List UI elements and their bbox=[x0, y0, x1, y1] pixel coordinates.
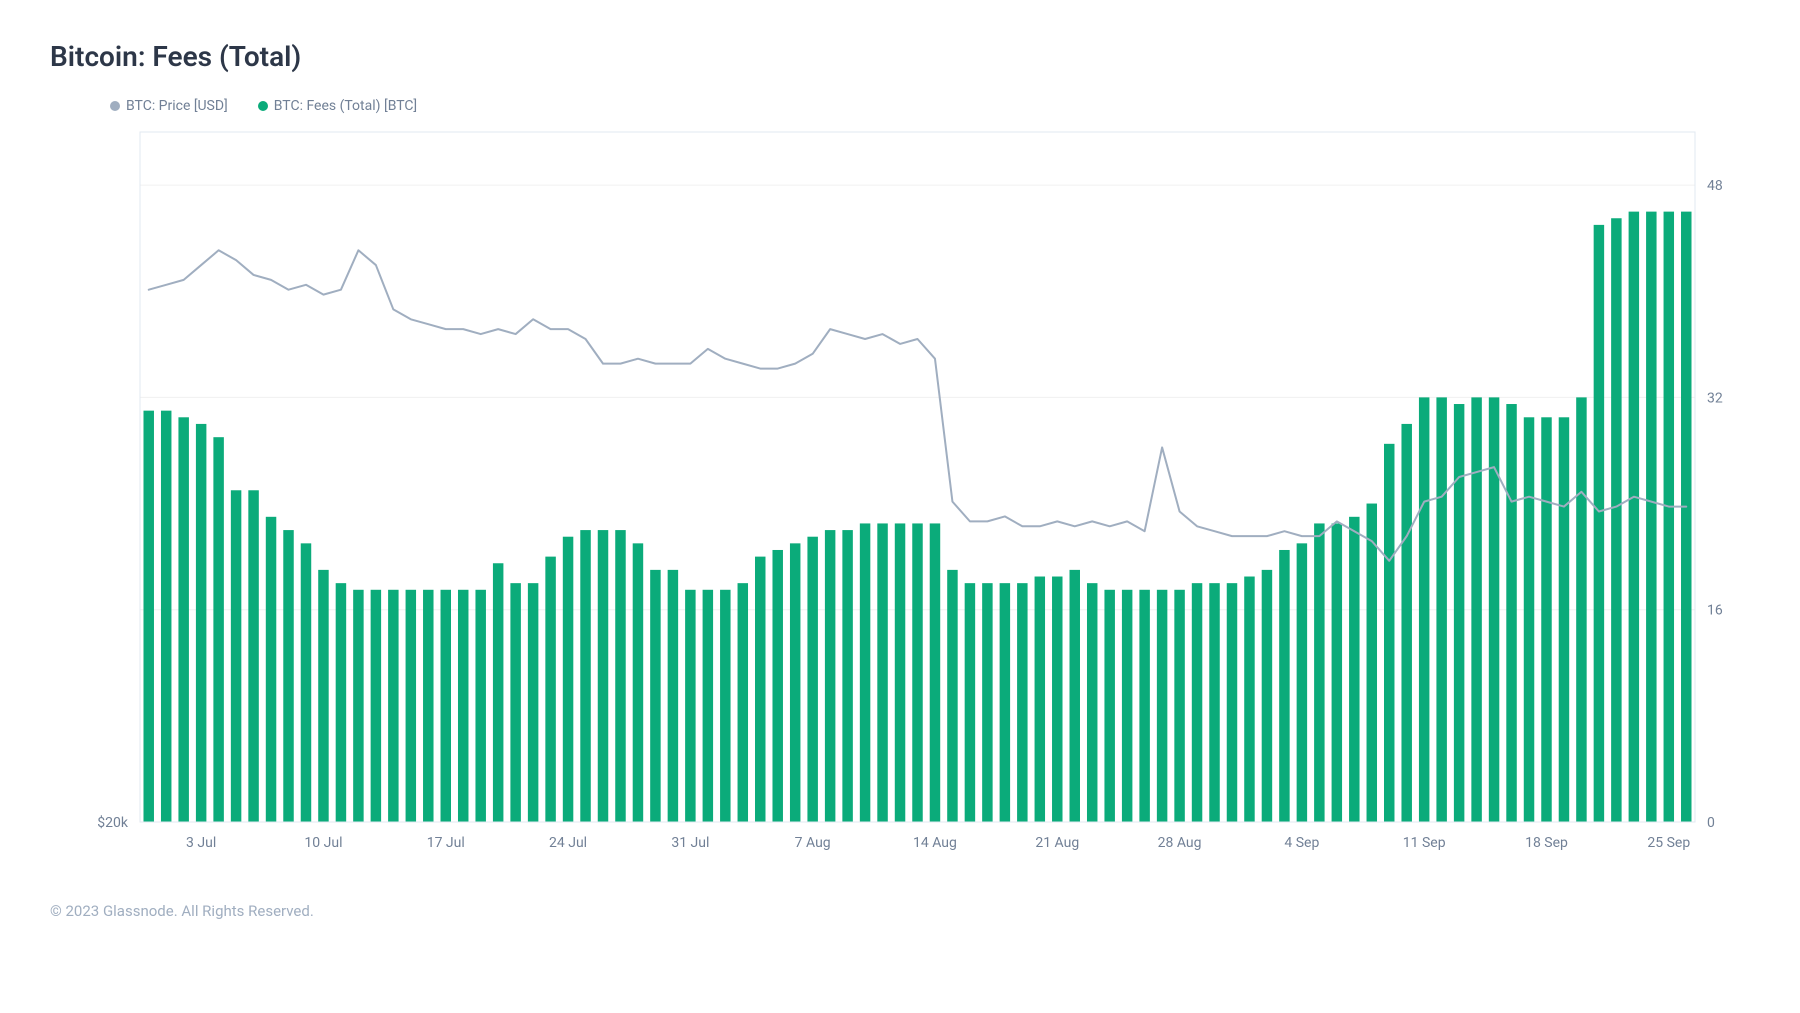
svg-text:25 Sep: 25 Sep bbox=[1647, 835, 1690, 851]
svg-text:16: 16 bbox=[1707, 603, 1723, 619]
svg-text:48: 48 bbox=[1707, 178, 1723, 194]
chart-title: Bitcoin: Fees (Total) bbox=[50, 40, 1750, 73]
svg-text:32: 32 bbox=[1707, 390, 1723, 406]
svg-text:21 Aug: 21 Aug bbox=[1035, 835, 1079, 851]
chart-area: 0 16 32 48 $20k 3 Jul 10 Jul 17 Jul 24 Jul 31 Jul… bbox=[50, 122, 1750, 872]
legend-dot-fees bbox=[258, 101, 268, 111]
footer-copyright: © 2023 Glassnode. All Rights Reserved. bbox=[50, 902, 1750, 920]
legend-item-price: BTC: Price [USD] bbox=[110, 98, 228, 114]
chart-legend: BTC: Price [USD] BTC: Fees (Total) [BTC] bbox=[110, 98, 1750, 114]
legend-item-fees: BTC: Fees (Total) [BTC] bbox=[258, 98, 417, 114]
svg-text:24 Jul: 24 Jul bbox=[549, 835, 587, 851]
svg-text:14 Aug: 14 Aug bbox=[913, 835, 957, 851]
svg-text:28 Aug: 28 Aug bbox=[1158, 835, 1202, 851]
svg-text:11 Sep: 11 Sep bbox=[1403, 835, 1446, 851]
svg-text:17 Jul: 17 Jul bbox=[427, 835, 465, 851]
svg-text:0: 0 bbox=[1707, 815, 1715, 831]
svg-text:7 Aug: 7 Aug bbox=[795, 835, 831, 851]
legend-label-price: BTC: Price [USD] bbox=[126, 98, 228, 114]
svg-text:18 Sep: 18 Sep bbox=[1525, 835, 1568, 851]
legend-dot-price bbox=[110, 101, 120, 111]
chart-svg: 0 16 32 48 $20k 3 Jul 10 Jul 17 Jul 24 Jul 31 Jul… bbox=[50, 122, 1750, 862]
svg-text:4 Sep: 4 Sep bbox=[1284, 835, 1319, 851]
svg-text:3 Jul: 3 Jul bbox=[186, 835, 216, 851]
svg-text:$20k: $20k bbox=[97, 814, 129, 831]
svg-text:10 Jul: 10 Jul bbox=[304, 835, 342, 851]
legend-label-fees: BTC: Fees (Total) [BTC] bbox=[274, 98, 417, 114]
svg-text:31 Jul: 31 Jul bbox=[671, 835, 709, 851]
